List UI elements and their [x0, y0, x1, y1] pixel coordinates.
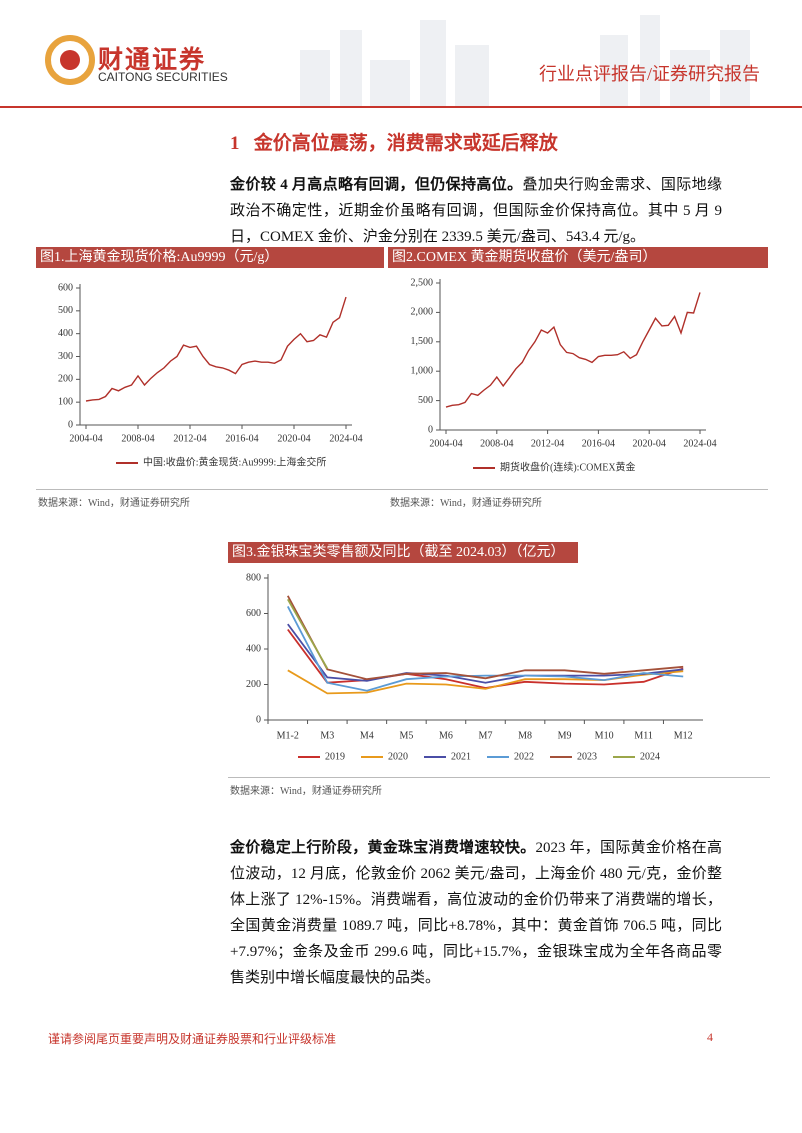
company-name: 财通证券 — [98, 47, 207, 74]
legend-label: 2021 — [451, 751, 471, 762]
data-line — [287, 623, 684, 684]
figure-title: 图2.COMEX 黄金期货收盘价（美元/盎司） — [388, 247, 768, 268]
paragraph-body: 叠加央行购金需求、国际地缘政治不确定性，近期金价虽略有回调，但国际金价保持高位。… — [230, 177, 722, 245]
figure-source: 数据来源：Wind，财通证券研究所 — [390, 498, 542, 509]
chart: 2004-04 2008-04 2012-04 2016-04 2020-04 2024-… — [58, 282, 363, 468]
y-tick-label: 100 — [58, 396, 73, 407]
y-tick-label: 0 — [256, 714, 261, 725]
x-tick-label: 2008-04 — [480, 438, 513, 449]
x-tick-label: 2016-04 — [225, 433, 258, 444]
y-tick-label: 0 — [428, 424, 433, 435]
x-tick-label: 2024-04 — [683, 438, 716, 449]
paragraph: 金价稳定上行阶段，黄金珠宝消费增速较快。2023 年，国际黄金价格在高位波动，1… — [230, 835, 722, 991]
x-tick-label: M9 — [558, 730, 572, 741]
x-tick-label: M8 — [518, 730, 532, 741]
section-title: 1 金价高位震荡，消费需求或延后释放 — [230, 133, 558, 154]
header-graphic — [0, 15, 802, 108]
data-line — [287, 598, 329, 669]
x-tick-label: M1-2 — [277, 730, 299, 741]
company-name-en: CAITONG SECURITIES — [98, 70, 228, 84]
y-tick-label: 1,500 — [411, 336, 434, 347]
legend-label: 中国:收盘价:黄金现货:Au9999:上海金交所 — [143, 455, 326, 468]
chart: M1-2 M3 M4 M5 M6 M7 M8 M9 M10 M11 M12 0 200 400 600 800… — [246, 572, 703, 762]
y-tick-label: 300 — [58, 351, 73, 362]
report-type: 行业点评报告/证券研究报告 — [539, 64, 760, 84]
legend-label: 2023 — [577, 751, 597, 762]
x-tick-label: 2020-04 — [633, 438, 666, 449]
x-tick-label: M5 — [399, 730, 413, 741]
y-tick-label: 400 — [246, 643, 261, 654]
data-line — [287, 595, 684, 681]
x-tick-label: 2008-04 — [121, 433, 154, 444]
x-tick-label: M6 — [439, 730, 453, 741]
divider — [228, 777, 770, 778]
x-tick-label: 2024-04 — [329, 433, 362, 444]
y-tick-label: 600 — [58, 282, 73, 293]
x-tick-label: 2012-04 — [531, 438, 564, 449]
figure-source: 数据来源：Wind，财通证券研究所 — [38, 498, 190, 509]
paragraph-lead: 金价稳定上行阶段，黄金珠宝消费增速较快。 — [230, 840, 536, 856]
y-tick-label: 500 — [58, 305, 73, 316]
x-tick-label: M4 — [360, 730, 374, 741]
chart: 2004-04 2008-04 2012-04 2016-04 2020-04 2024-… — [411, 277, 717, 473]
x-tick-label: M3 — [320, 730, 334, 741]
y-tick-label: 1,000 — [411, 365, 434, 376]
x-tick-label: 2020-04 — [277, 433, 310, 444]
figure-source: 数据来源：Wind，财通证券研究所 — [230, 786, 382, 797]
y-tick-label: 600 — [246, 608, 261, 619]
y-tick-label: 2,000 — [411, 307, 434, 318]
legend-label: 2019 — [325, 751, 345, 762]
data-line — [85, 296, 347, 402]
paragraph-body: 2023 年，国际黄金价格在高位波动，12 月底，伦敦金价 2062 美元/盎司… — [230, 840, 722, 986]
page-number: 4 — [707, 1030, 713, 1044]
y-tick-label: 500 — [418, 395, 433, 406]
legend-label: 2020 — [388, 751, 408, 762]
data-line — [287, 605, 684, 692]
legend-label: 2024 — [640, 751, 660, 762]
x-tick-label: M12 — [674, 730, 693, 741]
y-tick-label: 200 — [246, 679, 261, 690]
figure-title: 图1.上海黄金现货价格:Au9999（元/g） — [36, 247, 384, 268]
legend-label: 期货收盘价(连续):COMEX黄金 — [500, 460, 636, 473]
divider — [36, 489, 768, 490]
data-line — [445, 292, 701, 408]
footer-disclaimer: 谨请参阅尾页重要声明及财通证券股票和行业评级标准 — [48, 1032, 337, 1046]
paragraph: 金价较 4 月高点略有回调，但仍保持高位。叠加央行购金需求、国际地缘政治不确定性… — [230, 172, 722, 250]
x-tick-label: M11 — [634, 730, 653, 741]
x-tick-label: 2004-04 — [69, 433, 102, 444]
x-tick-label: 2012-04 — [173, 433, 206, 444]
y-tick-label: 0 — [68, 419, 73, 430]
y-tick-label: 800 — [246, 572, 261, 583]
x-tick-label: 2016-04 — [582, 438, 615, 449]
legend-label: 2022 — [514, 751, 534, 762]
paragraph-lead: 金价较 4 月高点略有回调，但仍保持高位。 — [230, 177, 523, 193]
x-tick-label: M10 — [595, 730, 614, 741]
figure-title: 图3.金银珠宝类零售额及同比（截至 2024.03）（亿元） — [228, 542, 578, 563]
x-tick-label: 2004-04 — [429, 438, 462, 449]
x-tick-label: M7 — [479, 730, 493, 741]
y-tick-label: 2,500 — [411, 277, 434, 288]
y-tick-label: 200 — [58, 374, 73, 385]
y-tick-label: 400 — [58, 328, 73, 339]
